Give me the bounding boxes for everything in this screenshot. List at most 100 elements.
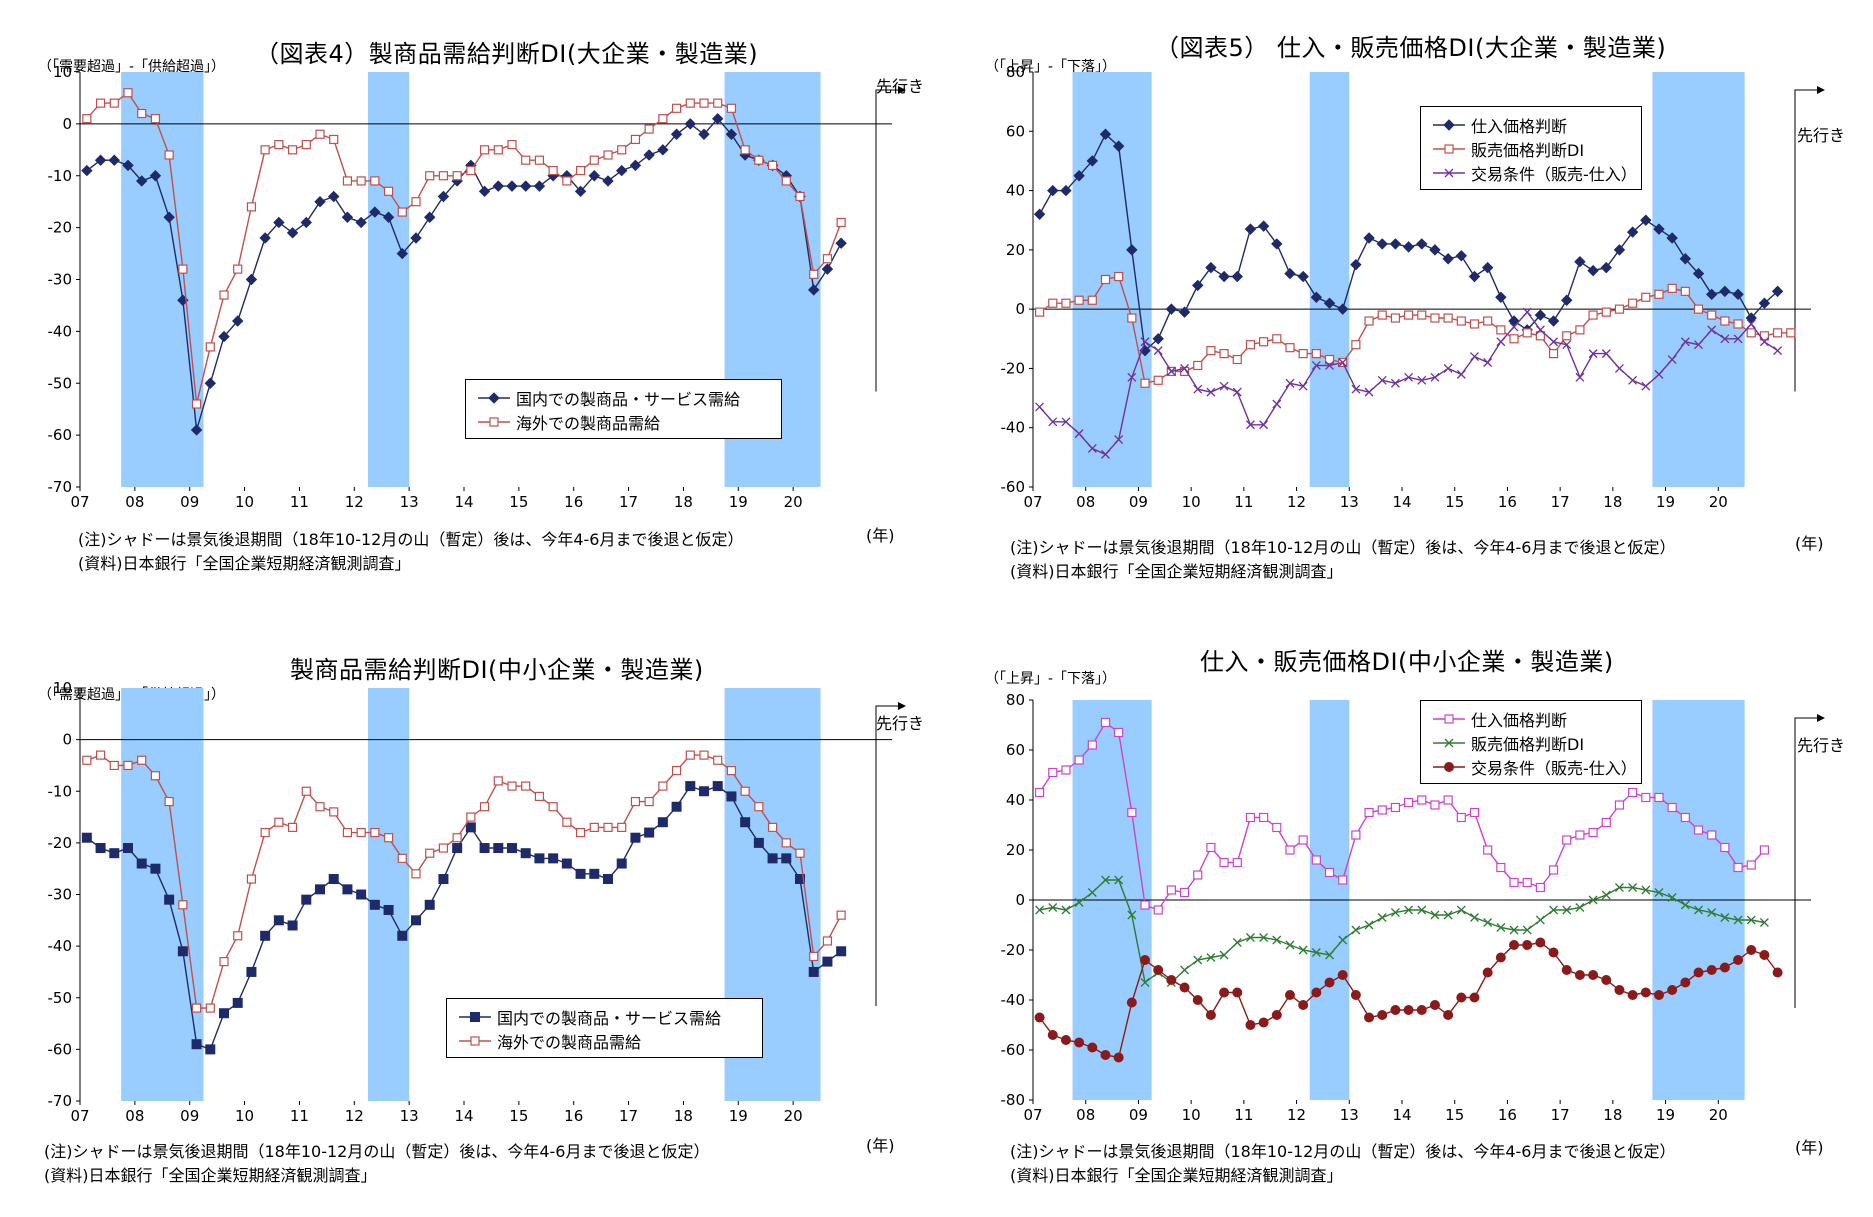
x-tick-label: 09: [180, 493, 199, 511]
data-point: [452, 833, 462, 843]
data-point: [1680, 900, 1690, 910]
data-point: [1614, 883, 1624, 892]
y-tick-label: 80: [1006, 691, 1025, 709]
legend-label: 国内での製商品・サービス需給: [516, 390, 741, 409]
data-point: [1720, 842, 1730, 853]
recession-shade: [121, 688, 204, 1101]
data-point: [478, 185, 491, 198]
forward-label: 先行き: [1797, 736, 1846, 755]
data-point: [506, 180, 518, 192]
data-point: [1758, 297, 1771, 309]
data-point: [1178, 306, 1191, 318]
y-tick-label: 20: [1006, 241, 1025, 259]
data-point: [657, 144, 669, 156]
y-tick-label: -60: [48, 1040, 73, 1058]
data-point: [136, 858, 147, 869]
data-point: [425, 848, 435, 858]
data-point: [301, 786, 311, 796]
x-tick-label: 12: [345, 493, 364, 511]
legend-marker: [478, 392, 510, 404]
data-point: [1456, 316, 1466, 326]
legend-label: 国内での製商品・サービス需給: [497, 1009, 722, 1028]
legend-symbol: [470, 1036, 480, 1046]
data-point: [657, 817, 668, 828]
data-point: [369, 899, 380, 910]
data-point: [1126, 997, 1137, 1008]
data-point: [1351, 925, 1361, 935]
data-point: [1680, 286, 1690, 296]
data-point: [1575, 325, 1585, 335]
data-point: [438, 171, 449, 181]
data-point: [1456, 369, 1466, 379]
forward-bracket: [875, 705, 900, 1007]
data-point: [1430, 910, 1440, 920]
data-point: [1561, 965, 1572, 975]
data-point: [521, 781, 531, 791]
data-point: [1377, 310, 1387, 320]
data-point: [341, 211, 354, 223]
data-point: [1364, 316, 1374, 326]
data-point: [1311, 349, 1321, 359]
data-point: [561, 858, 572, 869]
data-point: [1680, 337, 1690, 347]
data-point: [548, 165, 558, 176]
data-point: [1429, 244, 1441, 256]
x-tick-label: 19: [729, 1107, 748, 1125]
data-point: [1113, 1052, 1124, 1063]
data-point: [1376, 238, 1388, 250]
data-point: [1614, 985, 1625, 995]
data-point: [1772, 328, 1783, 338]
legend-symbol: [1444, 144, 1454, 154]
series-3: [1034, 937, 1783, 1063]
data-point: [1680, 812, 1690, 823]
data-point: [1705, 288, 1718, 301]
data-point: [164, 894, 175, 905]
recession-shade: [1652, 72, 1745, 487]
data-point: [328, 190, 340, 203]
data-point: [1140, 978, 1150, 987]
data-point: [1443, 313, 1453, 323]
data-point: [658, 781, 668, 791]
x-tick-label: 13: [1340, 493, 1359, 511]
data-point: [1074, 898, 1084, 907]
data-point: [1522, 877, 1532, 888]
data-point: [754, 802, 764, 812]
legend-label: 海外での製商品需給: [516, 414, 661, 433]
data-point: [1389, 238, 1402, 250]
data-point: [1601, 890, 1611, 900]
series-2: [1035, 875, 1769, 987]
data-point: [1416, 238, 1428, 250]
legend-symbol: [470, 1012, 480, 1022]
chart-title: （図表4）製商品需給判断DI(大企業・製造業): [255, 40, 759, 68]
year-unit-label: (年): [1795, 534, 1824, 553]
note-shadow: (注)シャドーは景気後退期間（18年10-12月の山（暫定）後は、今年4-6月ま…: [78, 530, 744, 549]
data-point: [1535, 915, 1545, 925]
y-tick-label: -70: [48, 478, 73, 496]
data-point: [1100, 1050, 1111, 1060]
x-tick-label: 20: [1709, 493, 1728, 511]
series-line: [1039, 275, 1791, 385]
data-point: [1720, 316, 1730, 326]
data-point: [1653, 990, 1664, 1000]
data-point: [575, 165, 586, 176]
data-point: [452, 843, 463, 854]
data-point: [437, 190, 450, 203]
data-point: [233, 264, 243, 274]
note-source: (資料)日本銀行「全国企業短期経済観測調査」: [1010, 562, 1343, 581]
data-point: [204, 377, 216, 389]
legend-label: 仕入価格判断: [1471, 711, 1568, 730]
data-point: [1377, 913, 1387, 922]
data-point: [644, 827, 655, 838]
data-point: [713, 755, 723, 765]
data-point: [630, 832, 641, 843]
data-point: [1496, 337, 1506, 347]
data-point: [1087, 1042, 1098, 1053]
data-point: [191, 399, 202, 409]
legend-item: 販売価格判断DI: [1431, 731, 1631, 755]
forward-arrow-head: [1817, 714, 1825, 722]
chart-title: （図表5） 仕入・販売価格DI(大企業・製造業): [1155, 34, 1667, 62]
data-point: [355, 216, 367, 229]
data-point: [1403, 310, 1414, 320]
data-point: [822, 936, 833, 946]
data-point: [548, 853, 559, 864]
